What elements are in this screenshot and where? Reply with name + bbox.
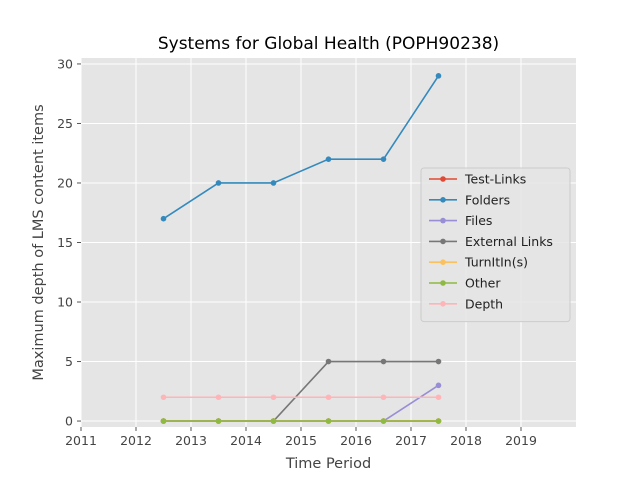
legend-marker [440, 238, 446, 245]
axis-ticks: 2011 2012 2013 2014 2015 2016 2017 2018 20190510… [57, 56, 537, 448]
x-tick-label: 2014 [230, 433, 262, 448]
x-tick-label: 2019 [505, 433, 537, 448]
chart-title: Systems for Global Health (POPH90238) [158, 34, 499, 54]
data-point [435, 382, 442, 389]
legend-marker [440, 301, 446, 307]
data-point [270, 180, 277, 186]
legend-marker [440, 280, 446, 286]
x-tick-label: 2016 [340, 433, 372, 448]
data-point [435, 73, 442, 79]
data-point [380, 418, 387, 424]
legend-label: Depth [465, 296, 503, 311]
data-point [435, 418, 442, 424]
data-point [215, 180, 222, 186]
series-group [160, 73, 442, 424]
data-point [380, 394, 387, 401]
data-point [215, 394, 222, 401]
y-tick-label: 15 [57, 235, 73, 250]
x-tick-label: 2017 [395, 433, 427, 448]
legend-marker [440, 217, 446, 224]
x-tick-label: 2011 [65, 433, 97, 448]
y-tick-label: 0 [65, 414, 73, 429]
data-point [160, 418, 167, 424]
data-point [160, 394, 167, 401]
data-point [325, 418, 332, 424]
data-point [380, 358, 387, 365]
y-axis-label: Maximum depth of LMS content items [31, 104, 47, 380]
y-tick-label: 20 [57, 175, 73, 190]
data-point [435, 358, 442, 365]
data-point [380, 156, 387, 162]
x-tick-label: 2018 [450, 433, 482, 448]
x-tick-label: 2015 [285, 433, 317, 448]
data-point [160, 215, 167, 222]
data-point [325, 394, 332, 401]
data-point [270, 394, 277, 401]
legend: Test-Links Folders Files External Links Turn… [420, 167, 571, 323]
legend-marker [440, 176, 446, 182]
data-point [270, 418, 277, 424]
legend-label: Other [465, 276, 501, 291]
y-tick-label: 10 [57, 295, 73, 310]
data-point [325, 358, 332, 365]
y-tick-label: 25 [57, 116, 73, 131]
legend-marker [440, 197, 446, 203]
y-tick-label: 5 [65, 354, 73, 369]
x-tick-label: 2013 [175, 433, 207, 448]
legend-box [420, 167, 571, 323]
y-tick-label: 30 [57, 56, 73, 71]
data-point [215, 418, 222, 424]
legend-label: TurnItIn(s) [464, 255, 528, 270]
legend-label: Folders [465, 192, 510, 207]
legend-label: Files [465, 213, 492, 228]
series-line [163, 75, 440, 220]
legend-label: External Links [465, 234, 553, 249]
data-point [325, 156, 332, 162]
data-point [435, 394, 442, 401]
legend-marker [440, 259, 446, 266]
x-axis-label: Time Period [285, 456, 371, 472]
legend-label: Test-Links [464, 172, 526, 187]
x-tick-label: 2012 [120, 433, 152, 448]
